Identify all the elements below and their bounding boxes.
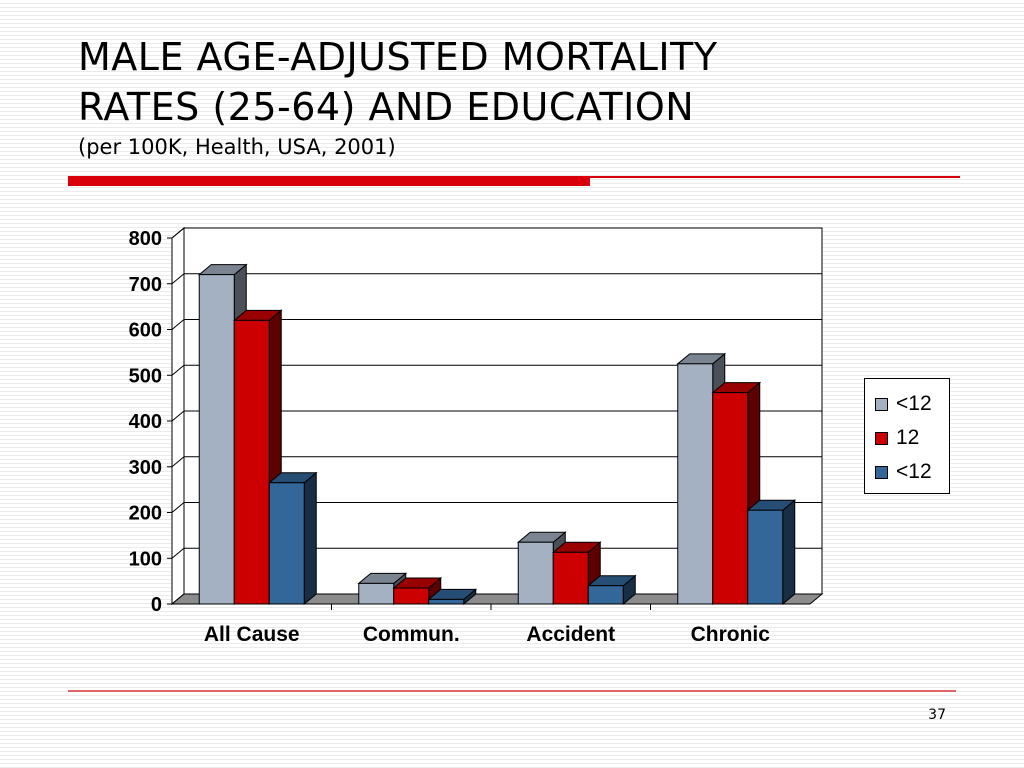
y-tick-label: 600 bbox=[129, 320, 162, 342]
bar bbox=[677, 363, 714, 605]
y-tick-label: 400 bbox=[129, 411, 162, 433]
x-tick-label: Commun. bbox=[363, 623, 460, 646]
y-tick-label: 500 bbox=[129, 365, 162, 387]
gridline-depth bbox=[171, 364, 185, 376]
x-tick-label: Chronic bbox=[691, 623, 771, 646]
gridline-depth bbox=[171, 547, 185, 559]
y-tick-label: 200 bbox=[129, 503, 162, 525]
chart-legend: <12 12 <12 bbox=[864, 378, 950, 494]
legend-label: <12 bbox=[896, 460, 932, 483]
gridline-depth bbox=[171, 502, 185, 513]
x-tick-label: Accident bbox=[526, 623, 615, 646]
bar bbox=[233, 319, 270, 605]
legend-label: <12 bbox=[896, 392, 932, 415]
x-tick-label: All Cause bbox=[204, 623, 300, 646]
bar bbox=[587, 585, 624, 605]
bar bbox=[712, 392, 749, 605]
gridline-depth bbox=[171, 227, 185, 239]
slide-title-block: MALE AGE-ADJUSTED MORTALITY RATES (25-64… bbox=[78, 32, 978, 162]
slide-title-line-1: MALE AGE-ADJUSTED MORTALITY bbox=[78, 35, 718, 79]
slide-subtitle: (per 100K, Health, USA, 2001) bbox=[78, 135, 396, 159]
footer-divider-line bbox=[68, 690, 956, 692]
legend-label: 12 bbox=[896, 426, 920, 449]
legend-swatch bbox=[875, 465, 888, 479]
gridline-depth bbox=[171, 456, 185, 468]
page-number: 37 bbox=[928, 707, 946, 723]
legend-swatch bbox=[875, 397, 888, 411]
legend-item: <12 bbox=[875, 455, 949, 489]
y-tick-label: 700 bbox=[129, 274, 162, 296]
bar-side bbox=[303, 471, 317, 606]
bar bbox=[198, 274, 235, 605]
legend-item: 12 bbox=[875, 421, 949, 455]
y-tick-label: 100 bbox=[129, 548, 162, 570]
bar bbox=[517, 541, 554, 605]
title-accent-bar bbox=[68, 176, 590, 186]
bar bbox=[552, 551, 589, 605]
gridline-depth bbox=[171, 273, 185, 285]
gridline-depth bbox=[171, 410, 185, 422]
legend-item: <12 bbox=[875, 387, 949, 421]
title-divider-line bbox=[590, 176, 960, 178]
gridline-depth bbox=[171, 319, 185, 330]
slide-title-line-2: RATES (25-64) AND EDUCATION bbox=[78, 85, 695, 129]
y-tick-label: 300 bbox=[129, 457, 162, 479]
y-tick-label: 0 bbox=[151, 594, 162, 616]
y-tick-label: 800 bbox=[129, 228, 162, 250]
bar bbox=[393, 587, 430, 605]
bar-side bbox=[782, 499, 796, 606]
legend-swatch bbox=[875, 431, 888, 445]
bar bbox=[428, 598, 465, 605]
bar bbox=[358, 582, 395, 605]
bar bbox=[747, 509, 784, 605]
bar bbox=[268, 482, 305, 605]
